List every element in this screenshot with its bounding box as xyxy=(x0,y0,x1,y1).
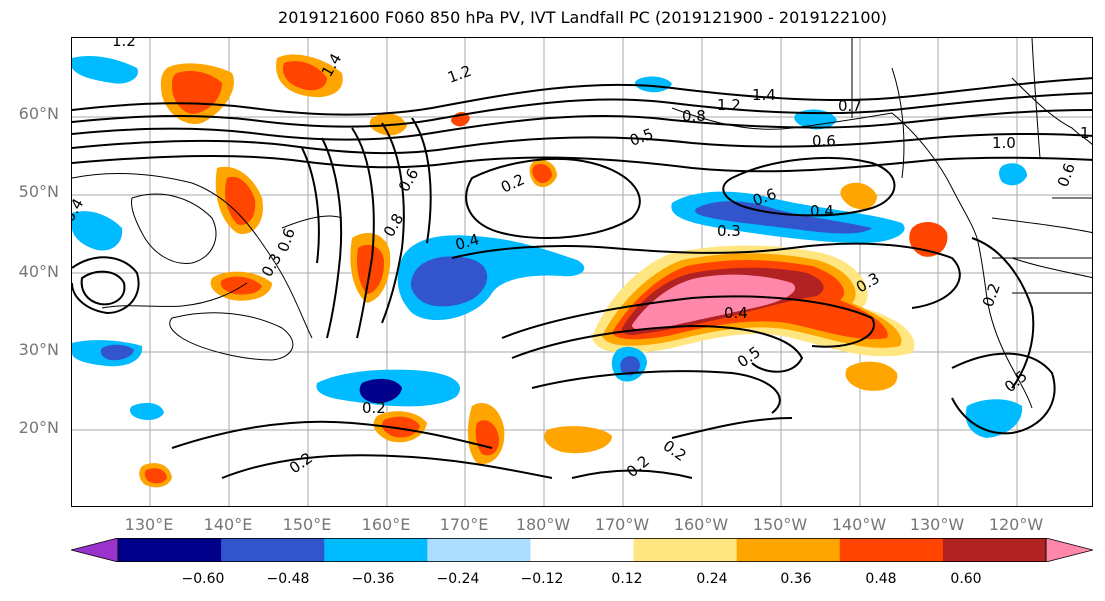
lon-label: 160°W xyxy=(673,515,729,534)
contour-label: 0.2 xyxy=(623,452,653,481)
colorbar-segment xyxy=(839,538,944,562)
contour-label: 0.4 xyxy=(724,304,748,322)
colorbar-tick: −0.60 xyxy=(181,571,225,587)
colorbar-frame xyxy=(117,538,1047,562)
lon-label: 150°E xyxy=(282,515,332,534)
contour-label: 0.5 xyxy=(1001,367,1031,396)
colorbar-segment xyxy=(633,538,738,562)
lat-label: 60°N xyxy=(18,104,59,123)
colorbar-tick: 0.36 xyxy=(780,571,812,587)
lon-label: 140°E xyxy=(203,515,253,534)
lat-label: 40°N xyxy=(18,262,59,281)
contour-label: 0.2 xyxy=(286,449,316,477)
contour-label: 1.2 xyxy=(717,96,741,114)
lon-label: 180°W xyxy=(515,515,571,534)
lon-label: 150°W xyxy=(752,515,808,534)
colorbar-svg xyxy=(70,537,1094,563)
contour-label: 1.4 xyxy=(752,86,776,104)
coastlines xyxy=(101,38,1092,409)
contour-label: 0.2 xyxy=(660,437,690,465)
colorbar-segment xyxy=(530,538,635,562)
contour-label: 0.3 xyxy=(717,222,741,240)
contour-label: 0.2 xyxy=(979,281,1004,310)
colorbar-segment xyxy=(736,538,841,562)
contour-label: 0.2 xyxy=(498,170,527,196)
colorbar-segment xyxy=(324,538,428,562)
map-svg: 1.2 1.4 1.2 0.8 1.2 1.4 0.7 0.5 0.6 1.0 … xyxy=(72,38,1092,506)
colorbar-segment xyxy=(942,538,1047,562)
lat-label: 30°N xyxy=(18,340,59,359)
lon-label: 140°W xyxy=(831,515,887,534)
lon-label: 160°E xyxy=(361,515,411,534)
contour-label: 0.2 xyxy=(362,399,386,417)
lat-label: 20°N xyxy=(18,418,59,437)
lat-label: 50°N xyxy=(18,182,59,201)
shading xyxy=(72,54,1027,488)
colorbar-tick: 0.24 xyxy=(696,571,728,587)
colorbar-segment xyxy=(427,538,531,562)
colorbar-tick: 0.60 xyxy=(950,571,982,587)
lon-label: 170°E xyxy=(439,515,489,534)
lon-label: 130°E xyxy=(124,515,174,534)
contour-label: 0.6 xyxy=(812,132,836,150)
colorbar-tick: −0.24 xyxy=(436,571,480,587)
contour-label: 1 xyxy=(1080,124,1090,142)
contour-label: 0.6 xyxy=(1054,161,1079,190)
contour-label: 0.4 xyxy=(810,202,834,220)
contour-label: 0.6 xyxy=(274,226,299,255)
colorbar-extend-max xyxy=(1045,537,1094,563)
colorbar xyxy=(70,537,1094,563)
contour-label: 1.2 xyxy=(445,62,474,87)
contour-label: 0.5 xyxy=(627,125,656,150)
colorbar-tick: 0.12 xyxy=(611,571,643,587)
lon-label: 120°W xyxy=(988,515,1044,534)
colorbar-tick: −0.36 xyxy=(351,571,395,587)
colorbar-segment xyxy=(118,538,222,562)
contour-label: 1.0 xyxy=(992,134,1016,152)
colorbar-tick: −0.12 xyxy=(520,571,564,587)
contours-thin xyxy=(72,38,1092,361)
contour-label: 0.4 xyxy=(453,230,481,254)
colorbar-tick: 0.48 xyxy=(865,571,897,587)
contour-label: 0.7 xyxy=(838,97,862,115)
map-title: 2019121600 F060 850 hPa PV, IVT Landfall… xyxy=(278,8,887,27)
contour-label: 0.3 xyxy=(258,250,286,280)
colorbar-tick: −0.48 xyxy=(266,571,310,587)
contour-label: 1.2 xyxy=(112,38,136,50)
contour-label: 0.8 xyxy=(682,107,706,125)
colorbar-extend-min xyxy=(70,537,119,563)
lon-label: 170°W xyxy=(594,515,650,534)
map-panel: 1.2 1.4 1.2 0.8 1.2 1.4 0.7 0.5 0.6 1.0 … xyxy=(71,37,1093,507)
lon-label: 130°W xyxy=(909,515,965,534)
colorbar-segment xyxy=(221,538,325,562)
